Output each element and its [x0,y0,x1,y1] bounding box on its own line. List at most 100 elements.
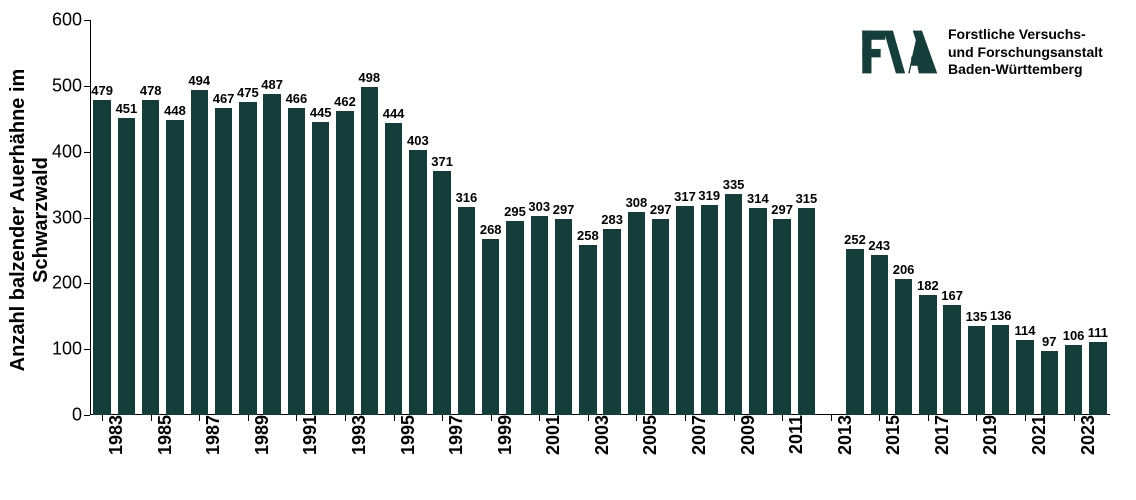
bar [409,150,426,415]
bar-value-label: 445 [310,105,332,120]
bar-value-label: 297 [650,202,672,217]
bar [93,100,110,415]
bar [531,216,548,415]
bar [1041,351,1058,415]
x-tick-label: 1993 [345,415,370,455]
x-tick-label: 1985 [151,415,176,455]
bar-value-label: 297 [553,202,575,217]
bar-value-label: 319 [698,188,720,203]
fva-logo: Forstliche Versuchs- und Forschungsansta… [860,26,1103,79]
bar-value-label: 371 [431,154,453,169]
y-tick-mark [84,20,90,21]
bar [361,87,378,415]
bar-value-label: 297 [771,202,793,217]
fva-logo-text: Forstliche Versuchs- und Forschungsansta… [948,26,1103,79]
bar [142,100,159,415]
bar [579,245,596,415]
y-tick-mark [84,152,90,153]
bar-value-label: 475 [237,85,259,100]
bar [871,255,888,415]
bar-value-label: 268 [480,222,502,237]
bar-value-label: 403 [407,133,429,148]
x-tick-label: 1999 [491,415,516,455]
bar [118,118,135,415]
bar-value-label: 314 [747,191,769,206]
x-tick-label: 1995 [394,415,419,455]
x-tick-label: 2019 [976,415,1001,455]
x-tick-label: 2003 [588,415,613,455]
bar [628,212,645,415]
bar-value-label: 498 [358,70,380,85]
bar-value-label: 479 [91,83,113,98]
x-tick-label: 1991 [296,415,321,455]
bar [1089,342,1106,415]
bar-value-label: 315 [796,191,818,206]
bar [895,279,912,415]
bar-value-label: 258 [577,228,599,243]
x-tick-label: 2013 [831,415,856,455]
y-axis-line [90,20,91,415]
bar-value-label: 303 [528,199,550,214]
y-tick-mark [84,349,90,350]
bar-value-label: 467 [213,91,235,106]
bar [458,207,475,415]
bar [725,194,742,415]
bar [482,239,499,415]
bar [943,305,960,415]
bar-value-label: 243 [868,238,890,253]
bar [555,219,572,415]
x-tick-label: 2001 [539,415,564,455]
bar-value-label: 451 [116,101,138,116]
bar-value-label: 448 [164,103,186,118]
bar [385,123,402,415]
bar [433,171,450,415]
bar [1065,345,1082,415]
x-tick-label: 1983 [102,415,127,455]
bar [603,229,620,415]
bar [968,326,985,415]
bar [239,102,256,415]
bar-value-label: 114 [1015,323,1036,338]
x-tick-label: 2023 [1074,415,1099,455]
bar-value-label: 316 [456,190,478,205]
bar-value-label: 106 [1063,328,1085,343]
bar-value-label: 252 [844,232,866,247]
y-tick-mark [84,218,90,219]
bar-value-label: 308 [626,195,648,210]
y-tick-mark [84,283,90,284]
x-tick-label: 1987 [199,415,224,455]
bar-value-label: 487 [261,77,283,92]
bar-value-label: 478 [140,83,162,98]
bar-value-label: 182 [917,278,939,293]
x-tick-label: 2007 [685,415,710,455]
y-tick-mark [84,86,90,87]
bar [336,111,353,415]
x-tick-label: 1997 [442,415,467,455]
bar-value-label: 111 [1088,325,1108,340]
chart-stage: Anzahl balzender Auerhähne im Schwarzwal… [0,0,1136,500]
bar-value-label: 97 [1042,334,1056,349]
bar-value-label: 206 [893,262,915,277]
bar [749,208,766,415]
bar [506,221,523,415]
bar [798,208,815,415]
x-tick-label: 2011 [782,415,807,454]
bar [166,120,183,415]
bar-value-label: 135 [966,309,988,324]
bar-value-label: 466 [286,91,308,106]
bar-value-label: 335 [723,177,745,192]
bar-value-label: 167 [941,288,963,303]
bar [312,122,329,415]
bar-value-label: 136 [990,308,1012,323]
bar [1016,340,1033,415]
x-tick-label: 2021 [1025,415,1050,455]
bar-value-label: 462 [334,94,356,109]
bar-value-label: 283 [601,212,623,227]
bar [263,94,280,415]
bar-value-label: 494 [188,73,210,88]
bar [773,219,790,415]
bar [919,295,936,415]
x-tick-label: 2015 [879,415,904,455]
x-tick-label: 2009 [734,415,759,455]
bar [215,108,232,415]
